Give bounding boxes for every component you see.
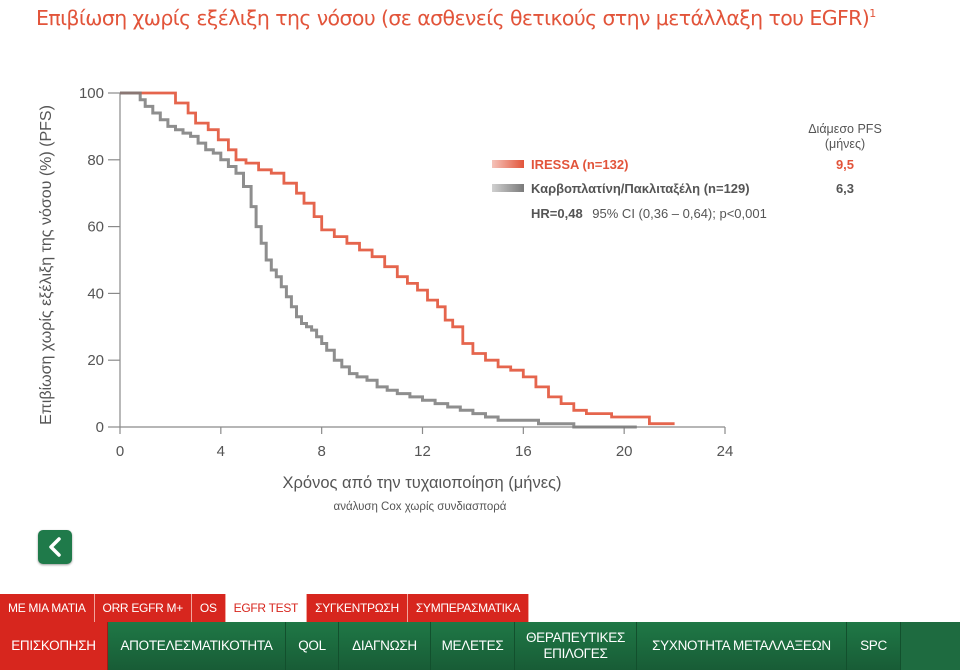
hazard-ratio-value: HR=0,48 [531, 206, 583, 221]
series-line-carboplatin [120, 91, 637, 429]
legend-header-line1: Διάμεσο PFS [808, 122, 882, 136]
chart-ticks: 0 4 8 12 16 20 24 0 20 40 60 80 100 [79, 85, 733, 460]
subtab-orr-egfr[interactable]: ORR EGFR M+ [94, 594, 192, 622]
series-line-iressa [120, 91, 675, 426]
legend-label-carboplatin: Καρβοπλατίνη/Πακλιταξέλη (n=129) [531, 181, 750, 196]
tab-qol[interactable]: QOL [286, 622, 339, 670]
tab-diagnosis[interactable]: ΔΙΑΓΝΩΣΗ [339, 622, 431, 670]
legend-swatch-carboplatin [492, 184, 524, 192]
x-tick-label: 4 [217, 443, 225, 460]
legend-header-line2: (μήνες) [825, 137, 865, 151]
subtab-summary[interactable]: ΣΥΓΚΕΝΤΡΩΣΗ [307, 594, 408, 622]
tab-spc[interactable]: SPC [847, 622, 901, 670]
subtab-overview-glance[interactable]: ΜΕ ΜΙΑ ΜΑΤΙΑ [0, 594, 95, 622]
subtab-conclusions[interactable]: ΣΥΜΠΕΡΑΣΜΑΤΙΚΑ [407, 594, 530, 622]
subtab-os[interactable]: OS [191, 594, 226, 622]
chart-axes [119, 93, 725, 428]
tab-mutation-frequency[interactable]: ΣΥΧΝΟΤΗΤΑ ΜΕΤΑΛΛΑΞΕΩΝ [637, 622, 847, 670]
main-navigation: ΕΠΙΣΚΟΠΗΣΗ ΑΠΟΤΕΛΕΣΜΑΤΙΚΟΤΗΤΑ QOL ΔΙΑΓΝΩ… [0, 622, 960, 670]
legend-median-iressa: 9,5 [836, 157, 854, 172]
x-tick-label: 16 [515, 443, 532, 460]
pfs-chart: 0 4 8 12 16 20 24 0 20 40 60 80 100 Επιβίωση χωρίς ε… [38, 85, 882, 513]
chart-legend: Διάμεσο PFS (μήνες) IRESSA (n=132) 9,5 Κ… [492, 122, 882, 221]
legend-label-iressa: IRESSA (n=132) [531, 157, 628, 172]
x-tick-label: 12 [414, 443, 431, 460]
legend-median-carboplatin: 6,3 [836, 181, 854, 196]
chevron-left-icon [49, 537, 61, 557]
tab-studies[interactable]: ΜΕΛΕΤΕΣ [431, 622, 515, 670]
hazard-ratio-ci: 95% CI (0,36 – 0,64); p<0,001 [592, 206, 767, 221]
y-tick-label: 100 [79, 85, 104, 102]
legend-swatch-bar [492, 160, 524, 168]
tab-overview[interactable]: ΕΠΙΣΚΟΠΗΣΗ [0, 622, 108, 670]
x-tick-label: 0 [116, 443, 124, 460]
y-tick-label: 80 [87, 152, 104, 169]
sub-navigation: ΜΕ ΜΙΑ ΜΑΤΙΑ ORR EGFR M+ OS EGFR TEST ΣΥ… [0, 594, 530, 622]
hazard-ratio: HR=0,48 95% CI (0,36 – 0,64); p<0,001 [531, 206, 767, 221]
y-tick-label: 0 [96, 419, 104, 436]
x-tick-label: 24 [717, 443, 734, 460]
legend-swatch-bar [492, 184, 524, 192]
x-tick-label: 20 [616, 443, 633, 460]
y-tick-label: 20 [87, 352, 104, 369]
title-footnote-marker: 1 [869, 7, 876, 21]
x-axis-label: Χρόνος από την τυχαιοποίηση (μήνες) [283, 474, 562, 492]
chart-series [120, 91, 675, 429]
tab-treatment-options-line2: ΕΠΙΛΟΓΕΣ [543, 646, 608, 661]
back-button[interactable] [38, 530, 72, 564]
page-title: Επιβίωση χωρίς εξέλιξη της νόσου (σε ασθ… [36, 6, 876, 30]
legend-swatch-iressa [492, 160, 524, 168]
y-tick-label: 60 [87, 219, 104, 236]
tab-treatment-options[interactable]: ΘΕΡΑΠΕΥΤΙΚΕΣ ΕΠΙΛΟΓΕΣ [515, 622, 637, 670]
tab-treatment-options-line1: ΘΕΡΑΠΕΥΤΙΚΕΣ [525, 630, 626, 645]
chart-footnote: ανάλυση Cox χωρίς συνδιασπορά [334, 501, 507, 513]
x-tick-label: 8 [317, 443, 325, 460]
subtab-egfr-test[interactable]: EGFR TEST [225, 594, 308, 622]
y-tick-label: 40 [87, 285, 104, 302]
y-axis-label: Επιβίωση χωρίς εξέλιξη της νόσου (%) (PF… [38, 105, 55, 425]
tab-efficacy[interactable]: ΑΠΟΤΕΛΕΣΜΑΤΙΚΟΤΗΤΑ [108, 622, 286, 670]
